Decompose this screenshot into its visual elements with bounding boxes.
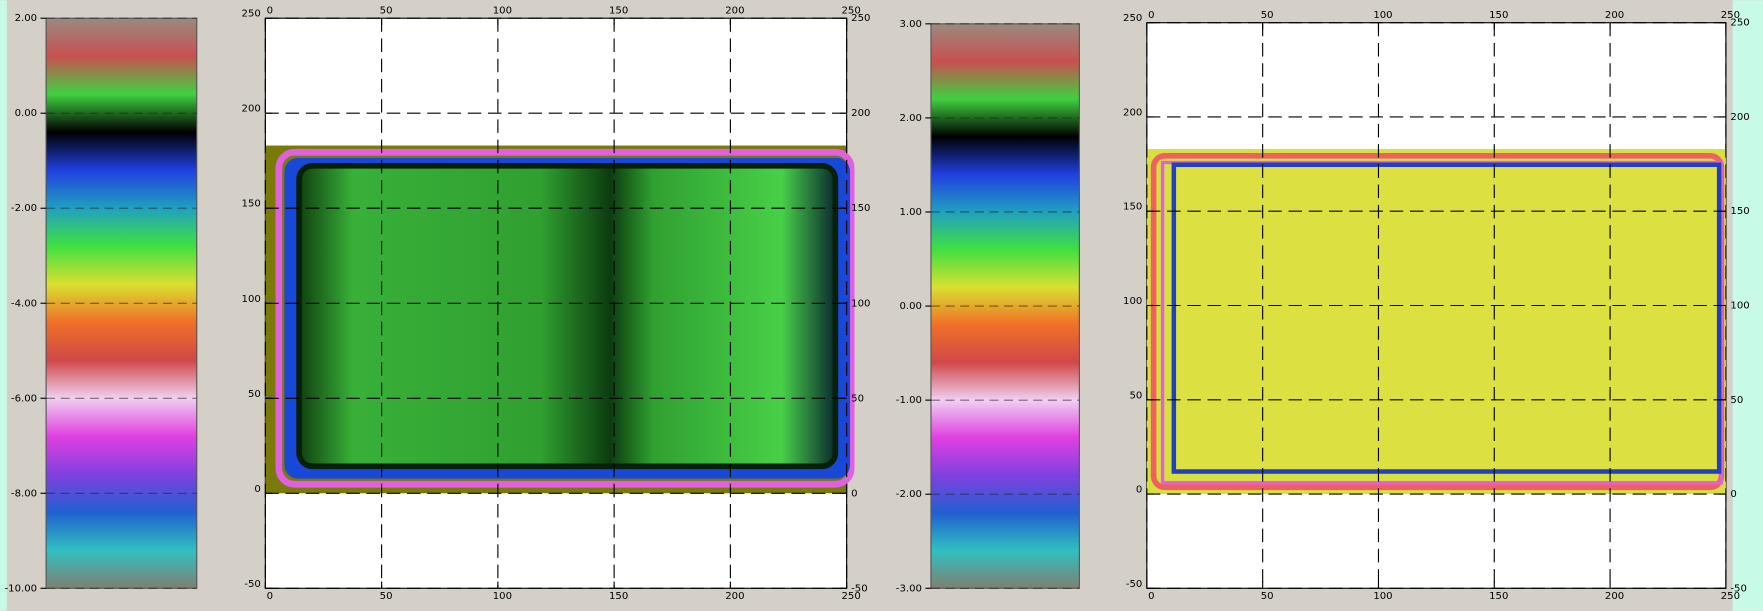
y-tick-label: 250 [851, 13, 870, 24]
y-tick-label: 200 [242, 104, 261, 115]
y-tick-label: 2.00 [899, 113, 922, 124]
y-tick-label: 50 [1730, 395, 1743, 406]
y-tick-label: -2.00 [896, 489, 922, 500]
x-tick-label: 50 [380, 5, 393, 16]
x-tick-label: 200 [1605, 10, 1624, 21]
x-tick-label: 100 [493, 5, 512, 16]
y-tick-label: 250 [1730, 18, 1749, 29]
y-tick-label: -1.00 [896, 395, 922, 406]
y-tick-label: 150 [242, 199, 261, 210]
y-tick-label: -50 [1730, 583, 1747, 594]
y-tick-label: 2.00 [15, 13, 38, 24]
y-tick-label: 100 [851, 298, 870, 309]
y-tick-label: 100 [242, 294, 261, 305]
y-tick-label: -3.00 [896, 583, 922, 594]
y-tick-label: 150 [851, 203, 870, 214]
y-tick-label: -10.00 [5, 583, 38, 594]
y-tick-label: 3.00 [899, 19, 922, 30]
y-tick-label: 200 [1123, 107, 1142, 118]
y-tick-label: 100 [1123, 296, 1142, 307]
x-tick-label: 0 [1148, 591, 1154, 602]
y-tick-label: 1.00 [899, 207, 922, 218]
y-tick-label: -50 [851, 583, 868, 594]
y-tick-label: 0.00 [15, 108, 38, 119]
x-tick-label: 200 [725, 591, 744, 602]
x-tick-label: 150 [609, 591, 628, 602]
y-tick-label: -50 [244, 579, 261, 590]
left-strip [0, 0, 7, 611]
x-tick-label: 150 [1489, 591, 1508, 602]
y-tick-label: 50 [248, 389, 261, 400]
y-tick-label: -8.00 [11, 488, 37, 499]
x-tick-label: 200 [725, 5, 744, 16]
y-tick-label: 0 [851, 488, 857, 499]
x-tick-label: 150 [1489, 10, 1508, 21]
x-tick-label: 0 [267, 5, 273, 16]
y-tick-label: 0 [1730, 489, 1736, 500]
y-tick-label: 250 [242, 9, 261, 20]
y-tick-label: 200 [851, 108, 870, 119]
x-tick-label: 50 [380, 591, 393, 602]
y-tick-label: 50 [851, 393, 864, 404]
y-tick-label: 150 [1730, 206, 1749, 217]
x-tick-label: 150 [609, 5, 628, 16]
y-tick-label: 200 [1730, 112, 1749, 123]
y-tick-label: 100 [1730, 301, 1749, 312]
y-tick-label: 0 [1136, 485, 1142, 496]
x-tick-label: 0 [267, 591, 273, 602]
x-tick-label: 100 [1373, 10, 1392, 21]
y-tick-label: 50 [1129, 390, 1142, 401]
x-tick-label: 0 [1148, 10, 1154, 21]
x-tick-label: 100 [493, 591, 512, 602]
y-tick-label: 0 [254, 484, 260, 495]
x-tick-label: 100 [1373, 591, 1392, 602]
image-body [299, 166, 835, 467]
page: -10.00 -8.00 -6.00 -4.00 -2.00 0.00 2.00 0 0 50 50… [0, 0, 1763, 611]
x-tick-label: 50 [1261, 591, 1274, 602]
y-tick-label: -6.00 [11, 393, 37, 404]
y-tick-label: 250 [1123, 13, 1142, 24]
y-tick-label: 0.00 [899, 301, 922, 312]
screen: -10.00 -8.00 -6.00 -4.00 -2.00 0.00 2.00 0 0 50 50… [0, 0, 1763, 611]
y-tick-label: -50 [1126, 579, 1143, 590]
y-tick-label: 150 [1123, 202, 1142, 213]
x-tick-label: 50 [1261, 10, 1274, 21]
y-tick-label: -4.00 [11, 298, 37, 309]
y-tick-label: -2.00 [11, 203, 37, 214]
x-tick-label: 200 [1605, 591, 1624, 602]
